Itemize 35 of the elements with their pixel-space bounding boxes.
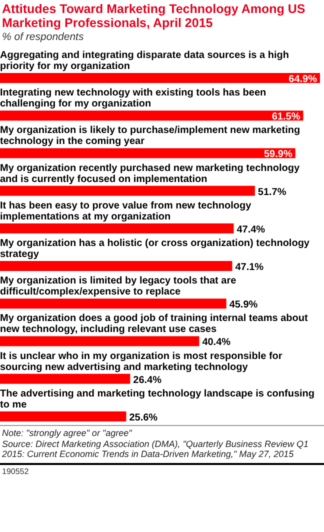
chart-title: Attitudes Toward Marketing Technology Among US Marketing Professionals, April 2015	[2, 2, 306, 30]
data-label: 47.1%	[235, 262, 264, 273]
bar	[0, 73, 320, 83]
bar	[0, 186, 255, 196]
y-tick-label: My organization is limited by legacy tools that are difficult/complex/expensive to replace	[0, 276, 237, 298]
y-tick-label: My organization is likely to purchase/implement new marketing technology in the coming year	[0, 125, 300, 148]
data-label: 59.9%	[264, 149, 292, 160]
y-tick-label: Integrating new technology with existing tools has been challenging for my organization	[0, 88, 266, 110]
text: 190552	[0, 462, 324, 478]
data-label: 51.7%	[258, 186, 286, 198]
bar	[0, 411, 126, 422]
bar	[0, 374, 130, 384]
data-label: 47.4%	[236, 224, 266, 236]
y-tick-label: Aggregating and integrating disparate data sources is a high priority for my organization	[0, 50, 289, 72]
bar	[0, 261, 232, 271]
bar	[0, 298, 226, 309]
source-note: Source: Direct Marketing Association (DMA), "Quarterly Business Review Q1 2015: Current Economic Trends in Data-Driven Marketing," May 27, 2015	[2, 438, 310, 460]
data-label: 26.4%	[133, 374, 162, 386]
y-tick-label: My organization does a good job of training internal teams about new technology, including relevant use cases	[0, 313, 308, 336]
data-label: 64.9%	[288, 74, 318, 85]
text: Note: "strongly agree" or "agree"	[2, 428, 133, 438]
y-tick-label: It has been easy to prove value from new technology implementations at my organization	[0, 200, 252, 222]
bar	[0, 148, 296, 158]
bar	[0, 223, 234, 234]
bar	[0, 336, 200, 346]
chart-subtitle: % of respondents	[2, 31, 85, 43]
y-tick-label: My organization has a holistic (or cross organization) technology strategy	[0, 238, 310, 260]
y-tick-label: It is unclear who in my organization is most responsible for sourcing new advertising and marketing technology	[0, 350, 282, 373]
y-tick-label: My organization recently purchased new marketing technology and is currently focused on implementation	[0, 162, 300, 185]
data-label: 40.4%	[202, 337, 231, 348]
y-tick-label: The advertising and marketing technology landscape is confusing to me	[0, 388, 315, 410]
data-label: 45.9%	[229, 300, 258, 311]
data-label: 61.5%	[272, 112, 300, 123]
data-label: 25.6%	[129, 412, 158, 424]
bar	[0, 110, 304, 121]
